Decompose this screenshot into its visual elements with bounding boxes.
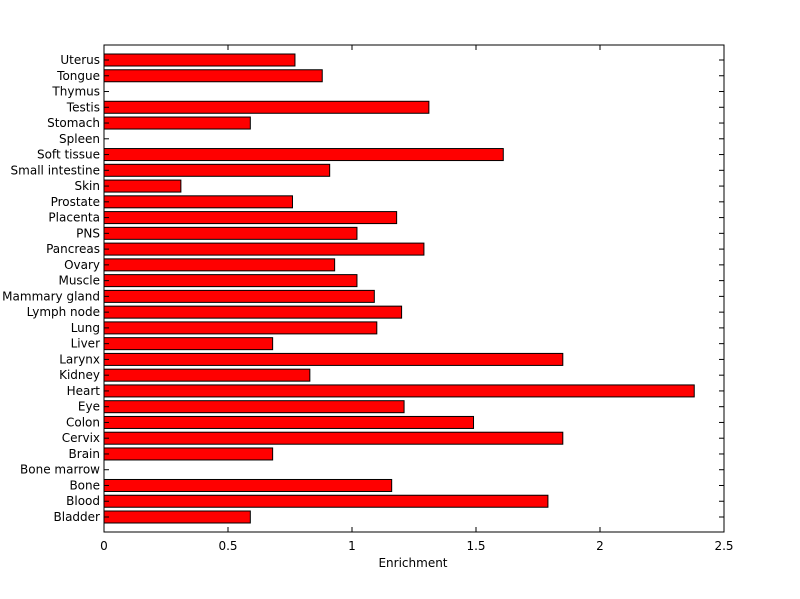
- y-tick-label: Ovary: [64, 258, 100, 272]
- bar-stomach: [103, 116, 251, 130]
- bar-heart: [103, 384, 695, 398]
- y-tick-label: Soft tissue: [37, 148, 100, 162]
- y-tick-label: Bladder: [54, 510, 101, 524]
- bar-pns: [103, 226, 358, 240]
- x-tick-label: 1: [348, 539, 356, 553]
- y-tick-label: Blood: [66, 494, 100, 508]
- y-tick-label: Bone marrow: [20, 463, 100, 477]
- y-tick-label: Placenta: [48, 211, 100, 225]
- y-tick-label: Pancreas: [46, 242, 100, 256]
- bar-liver: [103, 337, 274, 351]
- y-tick-label: Heart: [67, 384, 101, 398]
- y-tick-label: Spleen: [59, 132, 100, 146]
- y-tick-label: Eye: [78, 400, 100, 414]
- bar-soft-tissue: [103, 148, 504, 162]
- y-tick-label: Tongue: [56, 69, 100, 83]
- x-tick-label: 2: [596, 539, 604, 553]
- bar-eye: [103, 400, 405, 414]
- bar-ovary: [103, 258, 336, 272]
- bar-lung: [103, 321, 378, 335]
- y-tick-label: Thymus: [51, 85, 100, 99]
- y-tick-label: Muscle: [58, 274, 100, 288]
- x-ticks-group: 0 0.5 1 1.5 2 2.5: [100, 45, 734, 553]
- x-axis-label: Enrichment: [378, 556, 447, 570]
- bar-colon: [103, 415, 475, 429]
- bar-larynx: [103, 352, 564, 366]
- y-tick-label: Liver: [71, 337, 101, 351]
- bar-cervix: [103, 431, 564, 445]
- bars-group: [103, 53, 695, 524]
- bar-mammary-gland: [103, 289, 375, 303]
- y-tick-label: Larynx: [59, 352, 100, 366]
- bar-small-intestine: [103, 163, 331, 177]
- y-tick-label: Lymph node: [27, 305, 100, 319]
- bar-uterus: [103, 53, 296, 67]
- bar-placenta: [103, 211, 398, 225]
- bar-lymph-node: [103, 305, 403, 319]
- y-tick-label: Skin: [74, 179, 100, 193]
- bar-pancreas: [103, 242, 425, 256]
- y-tick-label: Lung: [71, 321, 100, 335]
- y-tick-label: Bone: [69, 478, 100, 492]
- y-tick-label: Small intestine: [11, 163, 100, 177]
- bar-bone: [103, 478, 393, 492]
- bar-testis: [103, 100, 430, 114]
- bar-bladder: [103, 510, 251, 524]
- y-tick-label: Mammary gland: [2, 289, 100, 303]
- bar-tongue: [103, 69, 323, 83]
- y-tick-label: PNS: [76, 226, 100, 240]
- y-tick-label: Prostate: [51, 195, 100, 209]
- bar-skin: [103, 179, 182, 193]
- y-tick-label: Brain: [69, 447, 100, 461]
- y-tick-label: Uterus: [60, 53, 100, 67]
- x-tick-label: 0: [100, 539, 108, 553]
- y-tick-label: Kidney: [59, 368, 100, 382]
- bar-muscle: [103, 274, 358, 288]
- x-tick-label: 0.5: [218, 539, 237, 553]
- bar-prostate: [103, 195, 293, 209]
- y-tick-label: Testis: [66, 100, 100, 114]
- bar-blood: [103, 494, 549, 508]
- x-tick-label: 1.5: [466, 539, 485, 553]
- bar-brain: [103, 447, 274, 461]
- x-tick-label: 2.5: [714, 539, 733, 553]
- bar-kidney: [103, 368, 311, 382]
- y-tick-label: Colon: [66, 415, 100, 429]
- y-tick-label: Stomach: [47, 116, 100, 130]
- y-tick-label: Cervix: [62, 431, 100, 445]
